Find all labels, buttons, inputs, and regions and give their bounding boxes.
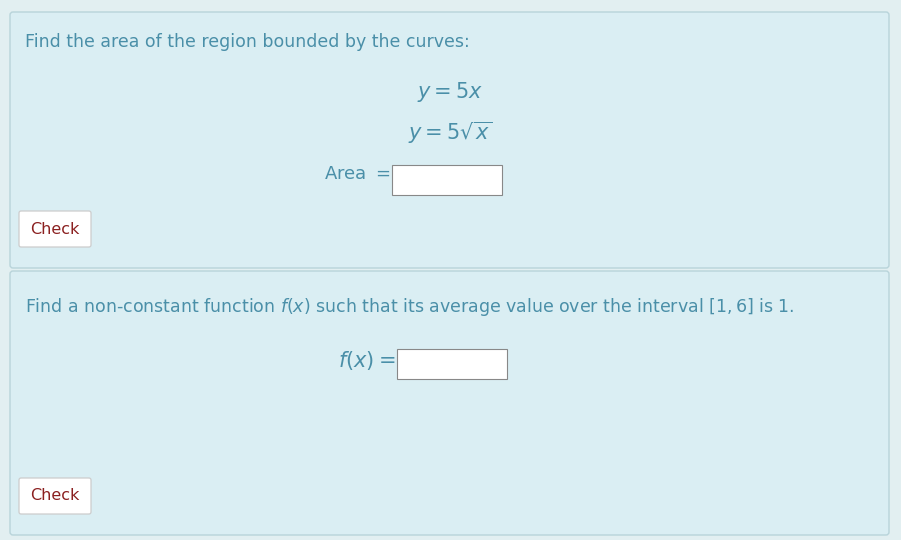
FancyBboxPatch shape [392,165,502,195]
Text: $y = 5x$: $y = 5x$ [417,80,483,104]
Text: Find the area of the region bounded by the curves:: Find the area of the region bounded by t… [25,33,469,51]
FancyBboxPatch shape [10,271,889,535]
FancyBboxPatch shape [19,211,91,247]
Text: $y = 5\sqrt{x}$: $y = 5\sqrt{x}$ [407,120,492,146]
Text: Find a non-constant function $f(x)$ such that its average value over the interva: Find a non-constant function $f(x)$ such… [25,296,795,318]
FancyBboxPatch shape [19,478,91,514]
Text: $f(x) =$: $f(x) =$ [338,349,395,372]
FancyBboxPatch shape [10,12,889,268]
Text: Check: Check [31,489,79,503]
Text: Check: Check [31,221,79,237]
FancyBboxPatch shape [397,349,507,379]
Text: Area $=$: Area $=$ [323,165,390,183]
